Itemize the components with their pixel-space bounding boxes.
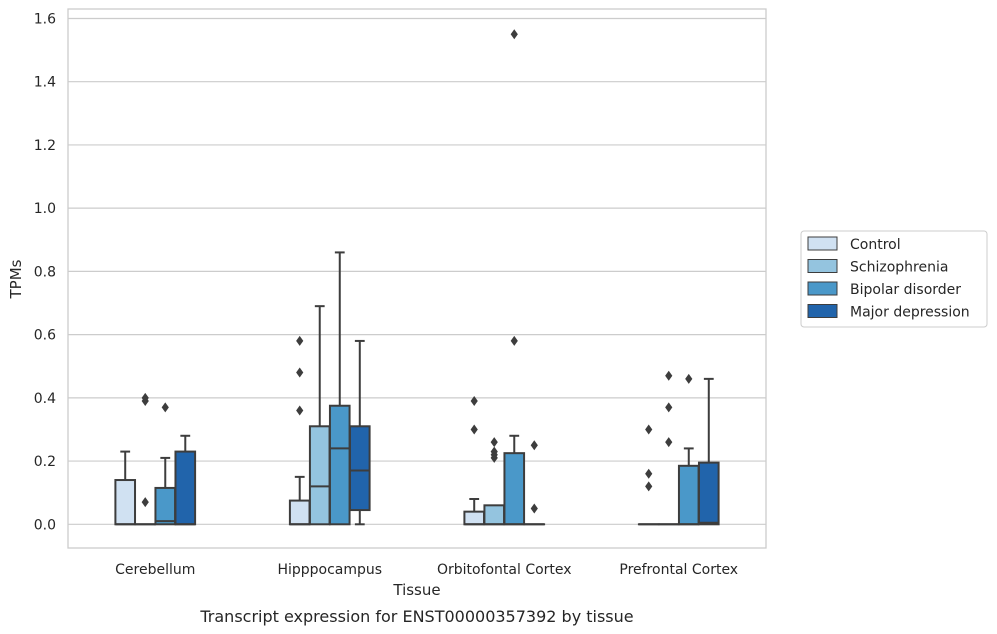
- outlier-point: [665, 402, 673, 413]
- y-tick-label: 0.6: [34, 328, 56, 344]
- box-group: [288, 335, 311, 526]
- box-group: [463, 396, 486, 526]
- y-tick-label: 0.8: [34, 264, 56, 280]
- legend-swatch: [807, 259, 838, 273]
- outlier-point: [530, 440, 538, 451]
- x-axis-label: Tissue: [392, 581, 440, 599]
- y-tick-labels: 0.0 0.2 0.4 0.6 0.8 1.0 1.2 1.4 1.6: [34, 11, 56, 533]
- box: [328, 404, 351, 526]
- box: [174, 450, 197, 526]
- outlier-point: [490, 446, 498, 457]
- plot-frame: [67, 8, 767, 549]
- legend-label: Control: [850, 237, 901, 253]
- box-group: [657, 370, 680, 526]
- legend: Control Schizophrenia Bipolar disorder Majo…: [800, 230, 988, 328]
- y-tick-label: 0.2: [34, 454, 56, 470]
- outlier-point: [161, 402, 169, 413]
- outlier-point: [490, 437, 498, 448]
- box: [288, 499, 311, 526]
- box: [308, 425, 331, 526]
- y-tick-label: 0.0: [34, 517, 56, 533]
- y-tick-label: 1.6: [34, 11, 56, 27]
- legend-swatch: [807, 281, 838, 296]
- outlier-point: [296, 335, 304, 346]
- y-tick-label: 1.4: [34, 75, 56, 91]
- box: [348, 425, 371, 512]
- outlier-point: [141, 497, 149, 508]
- box-group: [154, 402, 177, 526]
- x-tick-label: Orbitofontal Cortex: [437, 562, 572, 578]
- outlier-point: [296, 405, 304, 416]
- outlier-point: [530, 503, 538, 514]
- box: [463, 510, 486, 526]
- box-group: [523, 440, 546, 526]
- outlier-point: [510, 335, 518, 346]
- box: [697, 461, 720, 526]
- x-tick-label: Cerebellum: [115, 562, 195, 578]
- chart-caption: Transcript expression for ENST0000035739…: [199, 607, 633, 626]
- box-group: [114, 450, 137, 526]
- outlier-point: [645, 424, 653, 435]
- legend-label: Schizophrenia: [850, 260, 948, 276]
- box-group: [174, 434, 197, 526]
- box: [154, 486, 177, 526]
- box: [677, 464, 700, 526]
- box-group: [134, 392, 157, 526]
- y-tick-label: 0.4: [34, 391, 56, 407]
- legend-swatch: [807, 236, 838, 251]
- legend-label: Bipolar disorder: [850, 282, 961, 298]
- x-tick-label: Hipppocampus: [277, 562, 382, 578]
- y-axis-label: TPMs: [7, 259, 25, 299]
- box-group: [483, 437, 506, 526]
- legend-label: Major depression: [850, 305, 970, 321]
- boxes: [114, 29, 720, 526]
- box: [114, 479, 137, 526]
- x-tick-labels: Cerebellum Hipppocampus Orbitofontal Corte…: [115, 562, 738, 578]
- box-group: [637, 424, 660, 526]
- box-group: [348, 339, 371, 526]
- outlier-point: [141, 392, 149, 403]
- box-group: [677, 373, 700, 526]
- outlier-point: [645, 481, 653, 492]
- outlier-point: [296, 367, 304, 378]
- x-tick-label: Prefrontal Cortex: [619, 562, 738, 578]
- box-group: [308, 305, 331, 526]
- box-group: [503, 29, 526, 526]
- box: [503, 452, 526, 526]
- legend-swatch: [807, 304, 838, 318]
- outlier-point: [470, 424, 478, 435]
- box-group: [328, 251, 351, 526]
- box: [483, 504, 506, 526]
- outlier-point: [665, 437, 673, 448]
- y-tick-label: 1.0: [34, 201, 56, 217]
- outlier-point: [470, 396, 478, 406]
- y-tick-label: 1.2: [34, 138, 56, 154]
- outlier-point: [510, 29, 518, 40]
- legend-frame: [800, 230, 988, 328]
- outlier-point: [685, 373, 693, 384]
- outlier-point: [665, 370, 673, 381]
- box-group: [697, 377, 720, 526]
- gridlines: [68, 17, 766, 525]
- outlier-point: [645, 468, 653, 479]
